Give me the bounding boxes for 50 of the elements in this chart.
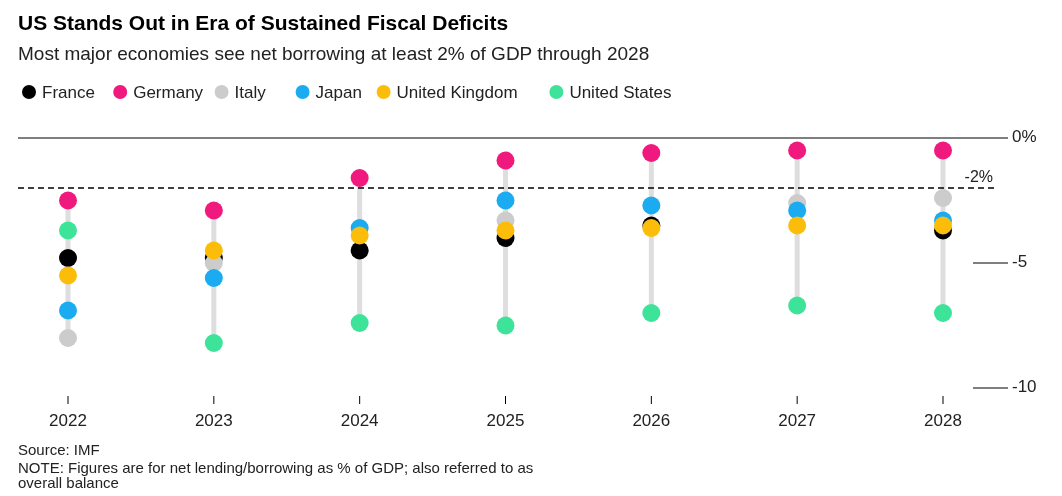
point <box>350 226 369 245</box>
point <box>204 334 223 352</box>
source-note: Source: IMF <box>18 441 100 458</box>
point <box>642 304 661 322</box>
point <box>59 329 77 347</box>
x-tick-label: 2027 <box>778 411 817 430</box>
chart-title: US Stands Out in Era of Sustained Fiscal Deficits <box>18 11 509 34</box>
legend-label: Japan <box>315 83 362 102</box>
point <box>496 191 515 210</box>
point <box>788 296 807 315</box>
x-tick-label: 2025 <box>486 411 525 430</box>
legend-label: United Kingdom <box>396 83 518 102</box>
point <box>204 241 223 260</box>
y-tick-label: -10 <box>1012 377 1037 397</box>
point <box>59 191 77 210</box>
point <box>934 189 952 207</box>
point <box>59 249 77 267</box>
point <box>788 141 807 160</box>
legend-label: United States <box>569 83 672 102</box>
point <box>788 201 807 220</box>
point <box>788 216 807 235</box>
chart-subtitle: Most major economies see net borrowing at least 2% of GDP through 2028 <box>18 43 650 64</box>
point <box>642 196 661 215</box>
x-tick-label: 2022 <box>49 411 87 430</box>
legend-label: Germany <box>133 83 204 102</box>
point <box>59 301 77 320</box>
x-tick-label: 2024 <box>340 411 379 430</box>
y-tick-label: 0% <box>1012 127 1037 147</box>
point <box>934 216 952 235</box>
point <box>204 269 223 287</box>
point <box>350 241 369 260</box>
point <box>934 141 952 160</box>
text: NOTE: Figures are for net lending/borrowing as % of GDP; also referred to as overall balance <box>18 459 534 491</box>
point <box>59 266 77 285</box>
point <box>350 314 369 332</box>
ref-line-label: -2% <box>964 168 993 185</box>
point <box>204 201 223 220</box>
x-tick-label: 2026 <box>632 411 671 430</box>
y-tick-label: -5 <box>1012 252 1028 272</box>
x-tick-label: 2023 <box>194 411 233 430</box>
legend-label: France <box>42 83 95 102</box>
point <box>496 151 515 170</box>
point <box>496 221 515 240</box>
point <box>934 304 952 322</box>
point <box>642 144 661 162</box>
point <box>350 169 369 187</box>
legend-label: Italy <box>234 83 267 102</box>
point <box>59 221 77 240</box>
x-tick-label: 2028 <box>924 411 962 430</box>
point <box>496 316 515 335</box>
